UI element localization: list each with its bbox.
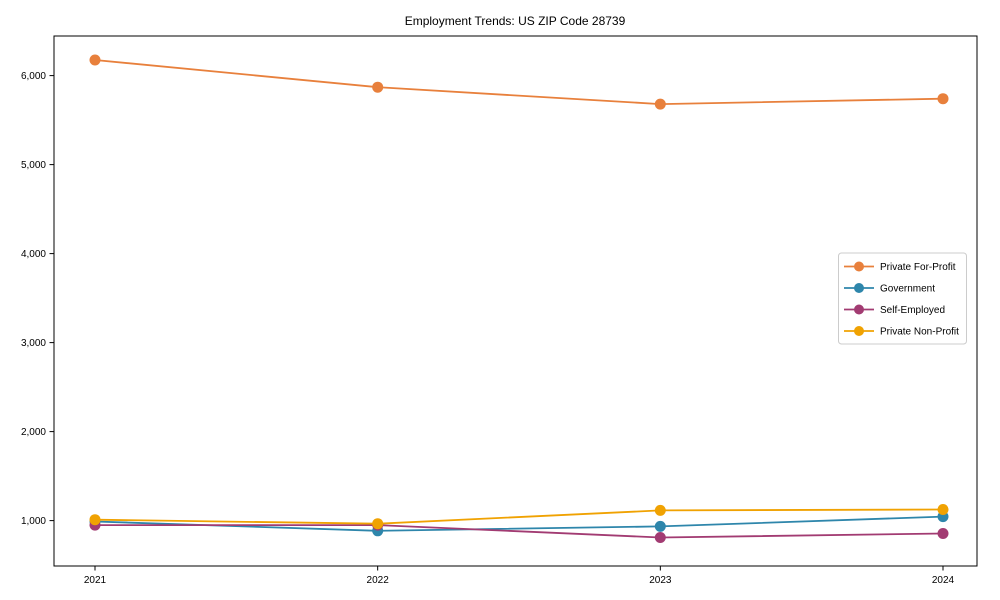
y-tick-label: 5,000 <box>21 160 46 171</box>
series-line-self-employed <box>95 524 944 539</box>
series-marker-government <box>654 520 666 532</box>
series-line-private-for-profit <box>94 59 944 106</box>
series-marker-self-employed <box>937 528 949 539</box>
legend-box <box>838 252 967 345</box>
legend-marker-private-for-profit <box>854 261 864 272</box>
legend-label-self-employed: Self-Employed <box>880 305 945 316</box>
series-marker-private-for-profit <box>89 54 101 66</box>
y-tick-label: 4,000 <box>21 249 46 260</box>
y-tick-label: 6,000 <box>21 71 46 82</box>
series-marker-private-non-profit <box>937 504 949 515</box>
x-tick-label: 2021 <box>84 575 107 586</box>
x-tick-label: 2024 <box>932 575 955 586</box>
series-marker-private-for-profit <box>937 93 949 105</box>
x-tick-label: 2023 <box>649 575 672 586</box>
x-tick-label: 2022 <box>367 575 390 586</box>
series-line-government <box>94 515 944 532</box>
series-marker-private-for-profit <box>654 98 666 110</box>
y-tick-label: 3,000 <box>21 338 46 349</box>
series-marker-private-non-profit <box>372 518 384 530</box>
series-marker-private-non-profit <box>89 514 101 526</box>
y-tick-label: 2,000 <box>21 427 46 438</box>
legend-label-private-for-profit: Private For-Profit <box>880 262 956 273</box>
legend-label-private-non-profit: Private Non-Profit <box>880 327 959 338</box>
plot-area <box>53 35 978 567</box>
plot-layer: 1,000 2,000 3,000 4,000 5,000 6,000 2021 2022 20… <box>21 35 978 586</box>
legend-marker-self-employed <box>854 304 864 315</box>
series-marker-private-non-profit <box>654 504 666 516</box>
legend-marker-private-non-profit <box>854 326 864 336</box>
series-marker-self-employed <box>654 532 666 543</box>
y-tick-label: 1,000 <box>21 516 46 527</box>
series-line-private-non-profit <box>94 508 944 525</box>
legend-marker-government <box>854 283 864 293</box>
series-marker-private-for-profit <box>372 81 384 93</box>
chart-title: Employment Trends: US ZIP Code 28739 <box>405 14 626 28</box>
legend-label-government: Government <box>880 284 935 295</box>
